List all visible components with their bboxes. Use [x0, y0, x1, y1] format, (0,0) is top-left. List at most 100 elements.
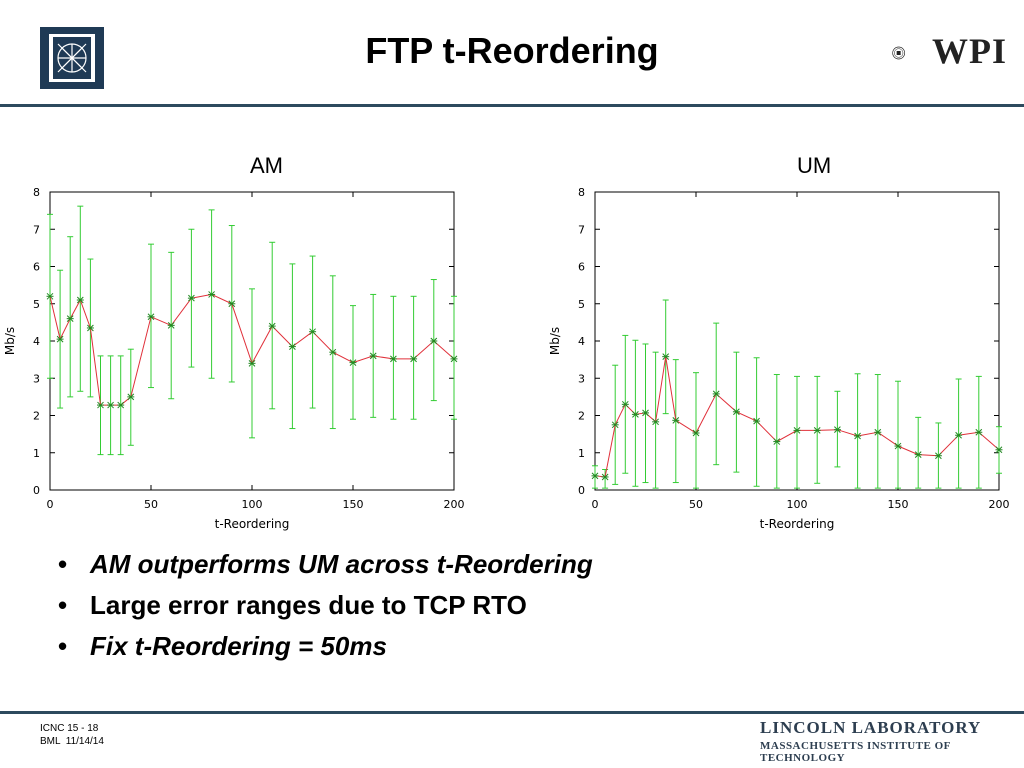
bullet-item: • Fix t-Reordering = 50ms: [58, 627, 593, 668]
footer-line-1: ICNC 15 - 18: [40, 723, 99, 734]
data-point: [662, 353, 670, 360]
data-point: [793, 427, 801, 434]
footer-info: ICNC 15 - 18 BML 11/14/14: [40, 722, 104, 748]
y-tick-label: 1: [33, 447, 40, 460]
y-tick-label: 0: [578, 484, 585, 497]
x-tick-label: 150: [888, 498, 909, 511]
bullet-item: • Large error ranges due to TCP RTO: [58, 586, 593, 627]
data-point: [712, 390, 720, 398]
data-point: [410, 355, 418, 363]
x-tick-label: 50: [144, 498, 158, 511]
data-point: [914, 451, 922, 458]
y-axis-label: Mb/s: [3, 327, 17, 355]
data-point: [268, 322, 276, 330]
data-point: [692, 429, 700, 437]
y-tick-label: 4: [578, 335, 585, 348]
data-point: [773, 438, 781, 445]
data-point: [288, 343, 296, 350]
chart-am: 0 1 2 3 4 5 6 7 8 0 50 100 150 200 t-Reordering Mb/s: [3, 186, 465, 531]
data-point: [167, 322, 175, 329]
x-tick-label: 100: [242, 498, 263, 511]
data-point: [369, 352, 377, 360]
y-tick-label: 6: [33, 261, 40, 274]
x-tick-label: 150: [343, 498, 364, 511]
wpi-seal-icon: [892, 46, 905, 60]
y-tick-label: 5: [578, 298, 585, 311]
left-logo: [40, 27, 104, 89]
y-tick-label: 2: [33, 410, 40, 423]
data-point: [46, 292, 54, 300]
y-tick-label: 2: [578, 410, 585, 423]
chart-heading-am: AM: [250, 153, 283, 178]
data-point: [248, 359, 256, 367]
data-point: [591, 472, 599, 480]
data-point: [228, 300, 236, 308]
y-tick-label: 1: [578, 447, 585, 460]
data-point: [329, 348, 337, 356]
y-tick-label: 5: [33, 298, 40, 311]
data-point: [208, 291, 216, 298]
bullet-symbol: •: [58, 631, 68, 661]
bullet-text: Large error ranges due to TCP RTO: [90, 590, 527, 620]
bullet-item: • AM outperforms UM across t-Reordering: [58, 545, 593, 586]
data-point: [652, 418, 660, 426]
y-axis-label: Mb/s: [548, 327, 562, 355]
x-tick-label: 200: [989, 498, 1010, 511]
bullet-symbol: •: [58, 590, 68, 620]
data-point: [86, 324, 94, 332]
chart-um: 0 1 2 3 4 5 6 7 8 0 50 100 150 200 t-Reordering Mb/s: [548, 186, 1010, 531]
y-tick-label: 0: [33, 484, 40, 497]
lincoln-lab-name: LINCOLN LABORATORY: [760, 718, 982, 737]
wpi-logo-text: WPI: [932, 31, 1007, 71]
data-point: [97, 401, 104, 409]
footer-line-2: BML 11/14/14: [40, 736, 104, 747]
y-tick-label: 6: [578, 261, 585, 274]
bullet-symbol: •: [58, 549, 68, 579]
bullet-text: Fix t-Reordering = 50ms: [90, 631, 387, 661]
data-point: [309, 328, 317, 336]
data-point: [813, 427, 821, 434]
data-point: [601, 473, 609, 481]
lincoln-lab-subtitle: MASSACHUSETTS INSTITUTE OF TECHNOLOGY: [760, 740, 951, 764]
data-point: [147, 313, 155, 321]
data-point: [753, 417, 761, 425]
x-tick-label: 0: [592, 498, 599, 511]
header-divider: [0, 104, 1024, 107]
y-tick-label: 4: [33, 335, 40, 348]
data-point: [187, 294, 195, 302]
data-point: [349, 359, 357, 366]
x-axis-label: t-Reordering: [760, 517, 835, 531]
data-point: [854, 432, 862, 440]
data-point: [833, 426, 841, 434]
data-point: [874, 428, 882, 436]
y-tick-label: 3: [578, 372, 585, 385]
y-tick-label: 3: [33, 372, 40, 385]
data-point: [611, 421, 619, 429]
x-tick-label: 100: [787, 498, 808, 511]
bullet-text: AM outperforms UM across t-Reordering: [90, 549, 593, 579]
x-tick-label: 200: [444, 498, 465, 511]
data-point: [732, 408, 740, 416]
data-point: [66, 315, 74, 323]
data-point: [389, 355, 397, 363]
slide-title: FTP t-Reordering: [365, 30, 659, 71]
data-point: [430, 337, 438, 345]
data-point: [955, 431, 963, 439]
data-point: [127, 393, 135, 401]
y-tick-label: 7: [33, 223, 40, 236]
data-point: [76, 296, 84, 304]
data-point: [894, 442, 902, 450]
data-point: [56, 335, 64, 343]
footer-divider: [0, 711, 1024, 714]
x-tick-label: 0: [47, 498, 54, 511]
bullet-list: • AM outperforms UM across t-Reordering …: [58, 545, 593, 668]
data-point: [107, 401, 115, 409]
y-tick-label: 8: [33, 186, 40, 199]
chart-heading-um: UM: [797, 153, 832, 178]
y-tick-label: 7: [578, 223, 585, 236]
data-point: [672, 416, 680, 424]
x-axis-label: t-Reordering: [215, 517, 290, 531]
data-point: [642, 409, 649, 417]
data-point: [975, 428, 983, 436]
y-tick-label: 8: [578, 186, 585, 199]
